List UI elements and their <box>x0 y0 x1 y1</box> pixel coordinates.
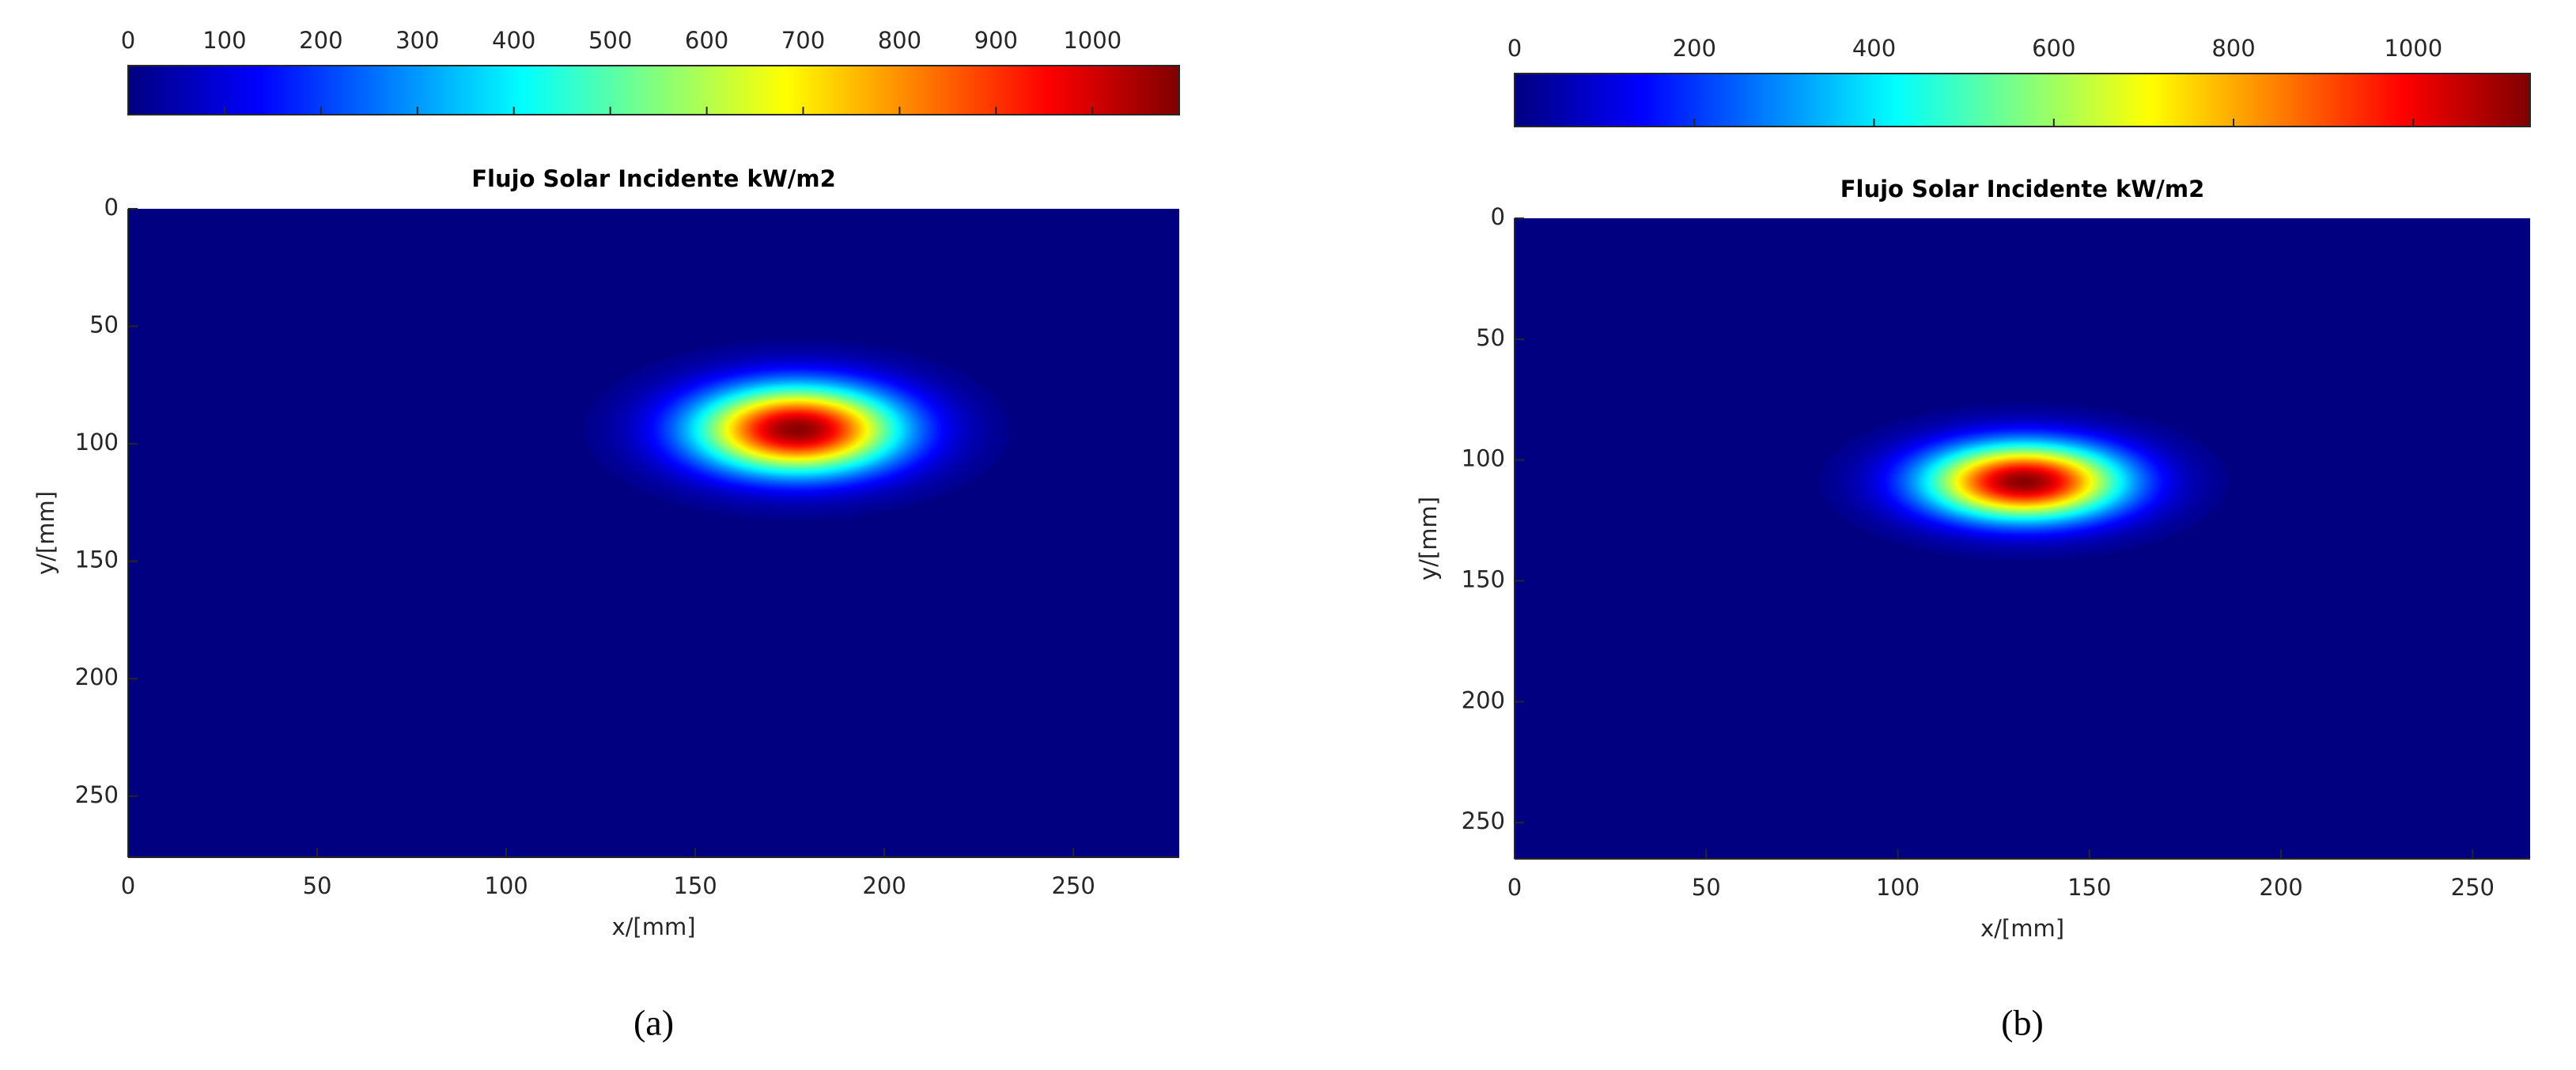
y-tick-label: 50 <box>89 312 119 338</box>
panel-label: (b) <box>2001 1003 2044 1043</box>
heat-spot <box>1817 402 2232 562</box>
colorbar-tick-label: 800 <box>2211 35 2255 62</box>
y-tick-label: 250 <box>75 781 119 808</box>
y-axis-label: y/[mm] <box>32 491 59 575</box>
x-tick-label: 100 <box>484 872 528 899</box>
x-axis-label: x/[mm] <box>611 913 695 940</box>
x-tick-label: 150 <box>673 872 717 899</box>
colorbar-tick-label: 600 <box>2032 35 2075 62</box>
y-tick-label: 100 <box>1462 445 1505 472</box>
x-tick-label: 0 <box>121 872 135 899</box>
colorbar-tick-label: 1000 <box>2384 35 2442 62</box>
heat-spot <box>581 338 1013 522</box>
colorbar-tick-label: 300 <box>395 27 439 54</box>
colorbar-tick-label: 500 <box>588 27 632 54</box>
y-tick-label: 50 <box>1476 324 1505 351</box>
x-axis-label: x/[mm] <box>1980 915 2064 942</box>
colorbar-tick-label: 1000 <box>1063 27 1122 54</box>
colorbar-tick-label: 0 <box>1507 35 1522 62</box>
x-tick-label: 100 <box>1876 874 1920 901</box>
y-axis-label: y/[mm] <box>1415 497 1442 580</box>
colorbar-tick-label: 200 <box>299 27 342 54</box>
colorbar <box>127 65 1180 115</box>
colorbar-tick-label: 200 <box>1673 35 1716 62</box>
x-tick-label: 250 <box>2451 874 2495 901</box>
x-tick-label: 200 <box>862 872 906 899</box>
y-tick-label: 100 <box>75 429 119 456</box>
colorbar-tick-label: 800 <box>878 27 921 54</box>
colorbar <box>1514 73 2531 127</box>
y-tick-label: 0 <box>1491 203 1505 230</box>
x-tick-label: 150 <box>2067 874 2111 901</box>
y-tick-label: 250 <box>1462 807 1505 834</box>
colorbar-tick-label: 900 <box>974 27 1018 54</box>
y-tick-label: 150 <box>1462 565 1505 592</box>
x-tick-label: 200 <box>2259 874 2302 901</box>
x-tick-label: 50 <box>303 872 332 899</box>
y-tick-label: 200 <box>1462 686 1505 713</box>
x-tick-label: 50 <box>1692 874 1721 901</box>
colorbar-tick-label: 0 <box>121 27 135 54</box>
heatmap-background <box>128 209 1179 857</box>
colorbar-tick-label: 400 <box>1852 35 1896 62</box>
colorbar-tick-label: 700 <box>781 27 825 54</box>
panel-label: (a) <box>634 1003 674 1043</box>
chart-title: Flujo Solar Incidente kW/m2 <box>471 165 836 192</box>
chart-title: Flujo Solar Incidente kW/m2 <box>1840 176 2205 202</box>
colorbar-tick-label: 400 <box>492 27 535 54</box>
x-tick-label: 250 <box>1051 872 1095 899</box>
colorbar-tick-label: 600 <box>685 27 728 54</box>
x-tick-label: 0 <box>1507 874 1522 901</box>
colorbar-tick-label: 100 <box>202 27 246 54</box>
y-tick-label: 0 <box>104 194 119 221</box>
y-tick-label: 200 <box>75 664 119 690</box>
y-tick-label: 150 <box>75 546 119 573</box>
